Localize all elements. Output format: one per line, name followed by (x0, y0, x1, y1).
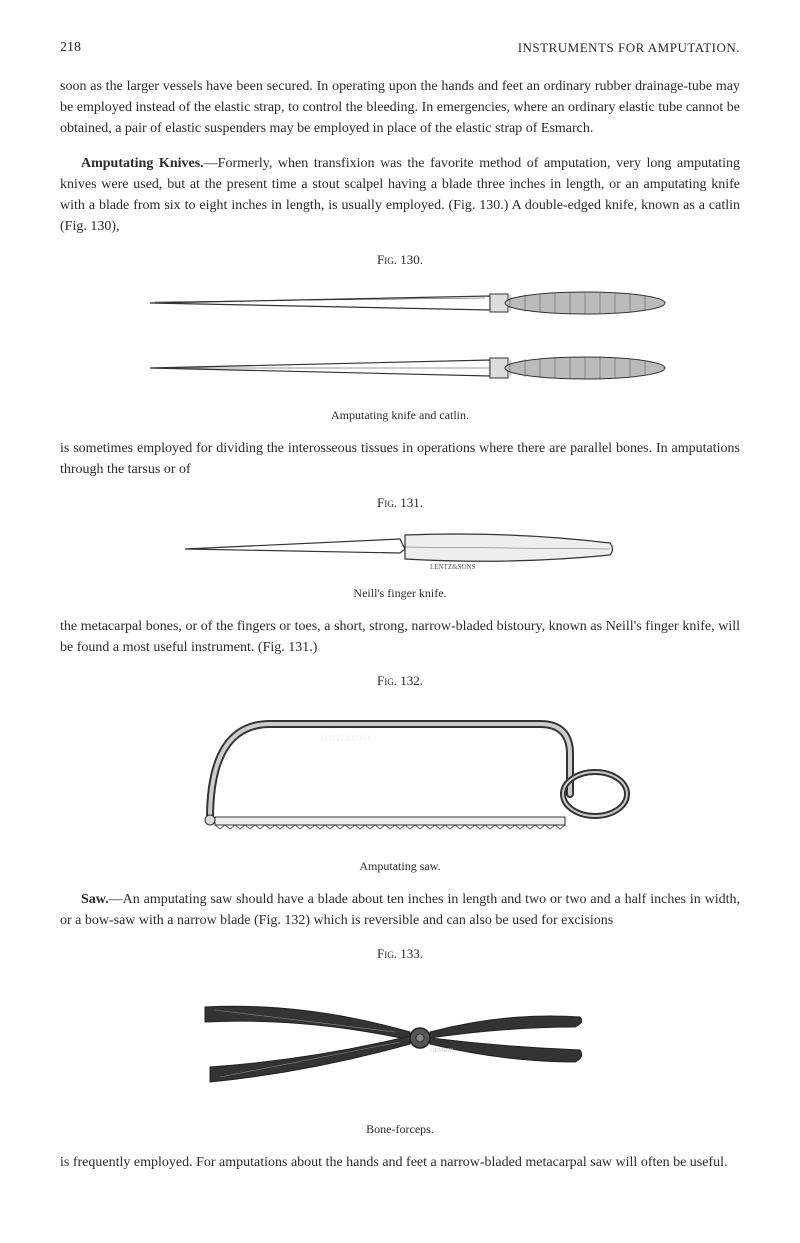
running-title: INSTRUMENTS FOR AMPUTATION. (518, 40, 740, 56)
finger-knife-svg: LENTZ&SONS (170, 521, 630, 576)
page-container: 218 INSTRUMENTS FOR AMPUTATION. soon as … (0, 0, 800, 1225)
fig-132-caption: Amputating saw. (60, 859, 740, 874)
page-number: 218 (60, 40, 81, 56)
paragraph-5-body: —An amputating saw should have a blade a… (60, 892, 740, 928)
page-header: 218 INSTRUMENTS FOR AMPUTATION. (60, 40, 740, 56)
fig-133-label: Fig. 133. (60, 946, 740, 962)
fig-130-label: Fig. 130. (60, 252, 740, 268)
fig-132-label: Fig. 132. (60, 673, 740, 689)
fig-133-illustration: GEMRIG (60, 972, 740, 1112)
bone-forceps-svg: GEMRIG (185, 972, 615, 1112)
engraving-text: LENTZ&SONS (320, 734, 372, 743)
fig-133-caption: Bone-forceps. (60, 1122, 740, 1137)
section-heading-knives: Amputating Knives. (81, 156, 204, 171)
fig-131-illustration: LENTZ&SONS (60, 521, 740, 576)
fig-131-label: Fig. 131. (60, 495, 740, 511)
paragraph-5: Saw.—An amputating saw should have a bla… (60, 889, 740, 931)
fig-130-illustration (60, 278, 740, 398)
paragraph-2: Amputating Knives.—Formerly, when transf… (60, 153, 740, 237)
amputating-saw-svg: LENTZ&SONS (160, 699, 640, 849)
paragraph-4: the metacarpal bones, or of the fingers … (60, 616, 740, 658)
paragraph-3: is sometimes employed for dividing the i… (60, 438, 740, 480)
fig-132-illustration: LENTZ&SONS (60, 699, 740, 849)
paragraph-6: is frequently employed. For amputations … (60, 1152, 740, 1173)
amputating-knife-svg (130, 278, 670, 398)
engraving-text: GEMRIG (430, 1048, 454, 1054)
engraving-text: LENTZ&SONS (430, 563, 476, 571)
section-heading-saw: Saw. (81, 892, 109, 907)
paragraph-1: soon as the larger vessels have been sec… (60, 76, 740, 139)
fig-130-caption: Amputating knife and catlin. (60, 408, 740, 423)
fig-131-caption: Neill's finger knife. (60, 586, 740, 601)
